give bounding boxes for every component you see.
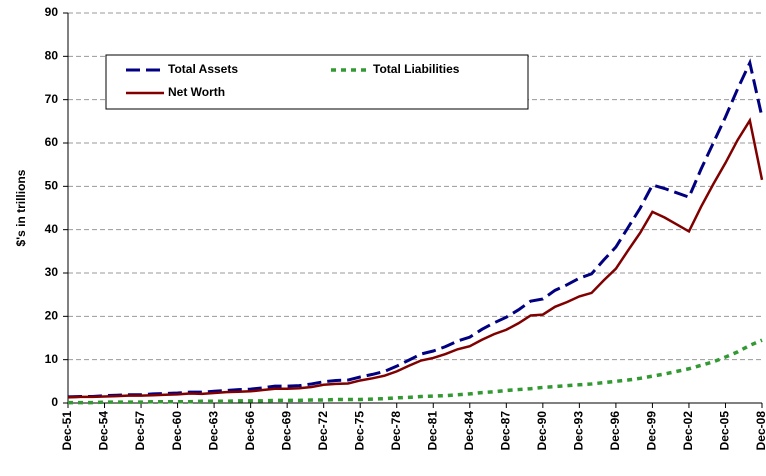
y-tick-label: 80 (45, 49, 59, 63)
x-tick-label: Dec-81 (425, 411, 439, 451)
x-tick-label: Dec-63 (206, 411, 220, 451)
x-tick-label: Dec-66 (243, 411, 257, 451)
y-tick-label: 60 (45, 135, 59, 149)
x-tick-label: Dec-02 (681, 411, 695, 451)
y-tick-label: 90 (45, 5, 59, 19)
y-tick-label: 70 (45, 92, 59, 106)
legend-label: Net Worth (168, 85, 225, 99)
y-tick-label: 50 (45, 179, 59, 193)
x-tick-label: Dec-75 (352, 411, 366, 451)
x-tick-label: Dec-08 (754, 411, 766, 451)
legend-box (105, 54, 529, 110)
series-line (67, 117, 764, 399)
x-tick-label: Dec-69 (279, 411, 293, 451)
x-tick-label: Dec-96 (608, 411, 622, 451)
x-tick-label: Dec-93 (572, 411, 586, 451)
y-tick-label: 30 (45, 265, 59, 279)
y-tick-label: 0 (51, 395, 58, 409)
x-tick-label: Dec-84 (462, 411, 476, 451)
x-tick-label: Dec-60 (170, 411, 184, 451)
x-tick-label: Dec-54 (97, 411, 111, 451)
x-tick-label: Dec-57 (133, 411, 147, 451)
x-tick-label: Dec-90 (535, 411, 549, 451)
x-tick-label: Dec-78 (389, 411, 403, 451)
legend-label: Total Assets (168, 62, 238, 76)
x-tick-label: Dec-99 (645, 411, 659, 451)
x-tick-label: Dec-05 (718, 411, 732, 451)
y-tick-label: 40 (45, 222, 59, 236)
x-tick-label: Dec-87 (498, 411, 512, 451)
y-tick-label: 10 (45, 352, 59, 366)
series-line (67, 58, 764, 399)
y-tick-label: 20 (45, 309, 59, 323)
y-axis-label: $'s in trillions (14, 169, 28, 246)
x-tick-label: Dec-72 (316, 411, 330, 451)
legend-label: Total Liabilities (373, 62, 460, 76)
x-tick-label: Dec-51 (60, 411, 74, 451)
